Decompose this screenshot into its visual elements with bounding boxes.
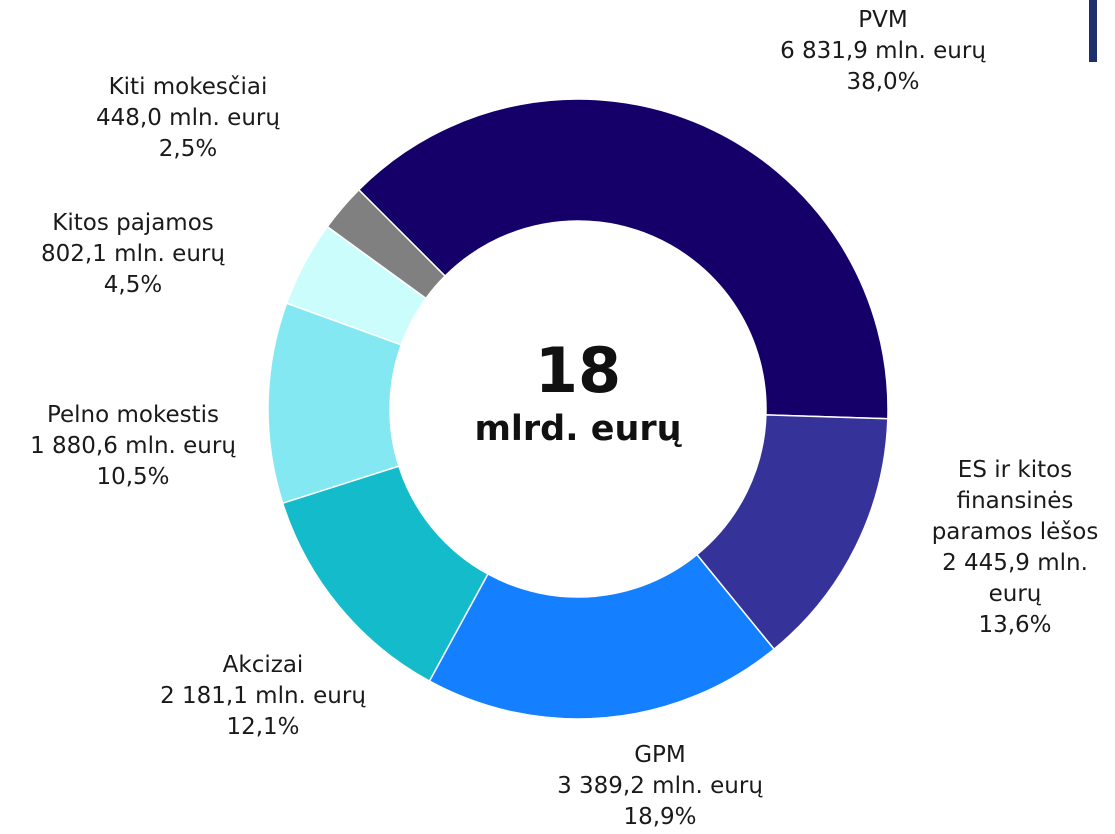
- value-label: 802,1 mln. eurų: [41, 241, 225, 267]
- segment-label: Pelno mokestis 1 880,6 mln. eurų 10,5%: [0, 400, 268, 493]
- value-label: 3 389,2 mln. eurų: [557, 773, 763, 799]
- percent-label: 2,5%: [158, 136, 218, 162]
- category-name: PVM: [858, 7, 908, 33]
- donut-segment: [428, 553, 776, 720]
- center-value: 18: [534, 334, 622, 407]
- segment-label: Akcizai 2 181,1 mln. eurų 12,1%: [113, 650, 413, 743]
- donut-segment: [326, 188, 447, 300]
- percent-label: 38,0%: [846, 69, 920, 95]
- donut-segment: [357, 98, 889, 420]
- percent-label: 13,6%: [978, 612, 1052, 638]
- percent-label: 12,1%: [226, 714, 300, 740]
- segment-label: Kiti mokesčiai 448,0 mln. eurų 2,5%: [53, 72, 323, 165]
- value-label: 1 880,6 mln. eurų: [30, 433, 236, 459]
- category-name: GPM: [634, 742, 686, 768]
- category-name: Pelno mokestis: [46, 402, 220, 428]
- segment-label: GPM 3 389,2 mln. eurų 18,9%: [510, 740, 810, 833]
- center-label: mlrd. eurų: [474, 409, 682, 449]
- percent-label: 18,9%: [623, 804, 697, 830]
- segment-label: PVM 6 831,9 mln. eurų 38,0%: [733, 5, 1033, 98]
- value-label: 6 831,9 mln. eurų: [780, 38, 986, 64]
- segment-label: ES ir kitos finansinės paramos lėšos 2 44…: [915, 455, 1115, 641]
- value-label: 2 181,1 mln. eurų: [160, 683, 366, 709]
- center-total: 18 mlrd. eurų: [428, 335, 728, 451]
- category-name: ES ir kitos finansinės paramos lėšos: [931, 457, 1099, 545]
- category-name: Kitos pajamos: [52, 210, 214, 236]
- value-label: 2 445,9 mln. eurų: [942, 550, 1088, 607]
- category-name: Akcizai: [222, 652, 304, 678]
- percent-label: 4,5%: [103, 272, 163, 298]
- percent-label: 10,5%: [96, 464, 170, 490]
- category-name: Kiti mokesčiai: [108, 74, 268, 100]
- corner-bar: [1089, 0, 1097, 62]
- segment-label: Kitos pajamos 802,1 mln. eurų 4,5%: [0, 208, 268, 301]
- value-label: 448,0 mln. eurų: [96, 105, 280, 131]
